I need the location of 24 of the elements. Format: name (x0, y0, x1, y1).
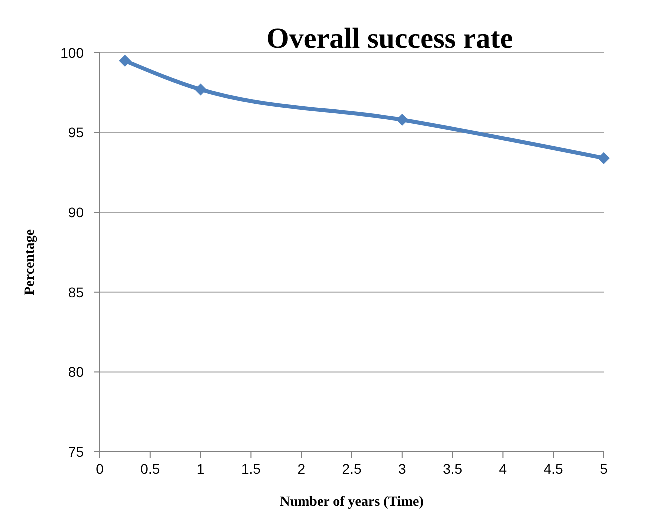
y-tick-label: 95 (68, 124, 84, 141)
y-tick-label: 80 (68, 364, 84, 380)
x-tick-label: 2 (298, 461, 306, 477)
x-tick-label: 0 (96, 461, 104, 477)
x-axis-title: Number of years (Time) (280, 495, 424, 510)
y-tick-label: 100 (60, 44, 84, 61)
point (598, 152, 610, 164)
x-tick-label: 5 (600, 461, 608, 477)
y-tick-label: 90 (68, 204, 84, 220)
y-tick-label: 85 (68, 284, 84, 300)
point (396, 114, 408, 126)
point (194, 84, 207, 96)
y-tick-label: 75 (68, 444, 84, 460)
x-tick-label: 0.5 (140, 461, 160, 477)
x-tick-label: 1 (196, 461, 205, 477)
x-tick-label: 3.5 (443, 461, 463, 477)
x-tick-label: 4 (499, 461, 508, 477)
x-tick-label: 2.5 (342, 461, 362, 477)
x-tick-label: 4.5 (544, 461, 564, 477)
point (119, 54, 132, 67)
chart-title: Overall success rate (266, 23, 514, 55)
y-axis-title: Percentage (23, 230, 38, 296)
x-tick-label: 1.5 (241, 461, 262, 477)
x-tick-label: 3 (398, 461, 406, 477)
